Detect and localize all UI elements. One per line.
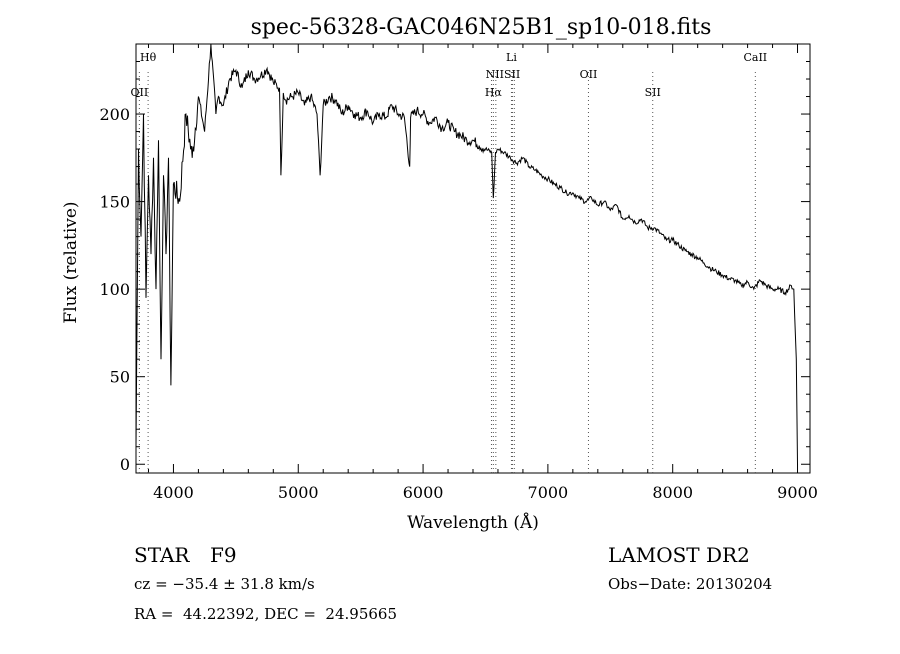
line-annotation: OII (131, 86, 149, 99)
y-tick-label: 200 (99, 105, 130, 124)
line-annotation: OII (580, 68, 598, 81)
x-tick-label: 8000 (652, 483, 693, 502)
x-tick-label: 6000 (403, 483, 444, 502)
y-tick-label: 150 (99, 193, 130, 212)
y-axis-label: Flux (relative) (61, 201, 81, 323)
y-tick-label: 100 (99, 280, 130, 299)
line-annotation: Hα (485, 86, 503, 99)
redshift-label: cz = −35.4 ± 31.8 km/s (134, 575, 315, 593)
chart-title: spec-56328-GAC046N25B1_sp10-018.fits (251, 15, 712, 40)
survey-label: LAMOST DR2 (608, 543, 750, 567)
class-label: STAR (134, 543, 190, 567)
x-axis-label: Wavelength (Å) (407, 512, 539, 533)
subclass-label: F9 (210, 543, 237, 567)
line-annotation: Hθ (140, 51, 157, 64)
line-annotation: SII (645, 86, 661, 99)
line-annotation: Li (506, 51, 517, 64)
x-tick-label: 5000 (278, 483, 319, 502)
coordinates-label: RA = 44.22392, DEC = 24.95665 (134, 605, 398, 623)
x-tick-label: 4000 (153, 483, 194, 502)
x-tick-label: 9000 (777, 483, 818, 502)
obs-date-label: Obs−Date: 20130204 (608, 575, 773, 593)
y-tick-label: 50 (110, 368, 130, 387)
y-tick-label: 0 (120, 455, 130, 474)
line-annotation: NIISII (486, 68, 521, 81)
line-annotation: CaII (743, 51, 767, 64)
spectrum-line (135, 43, 798, 465)
plot-frame (135, 43, 811, 474)
x-tick-label: 7000 (528, 483, 569, 502)
